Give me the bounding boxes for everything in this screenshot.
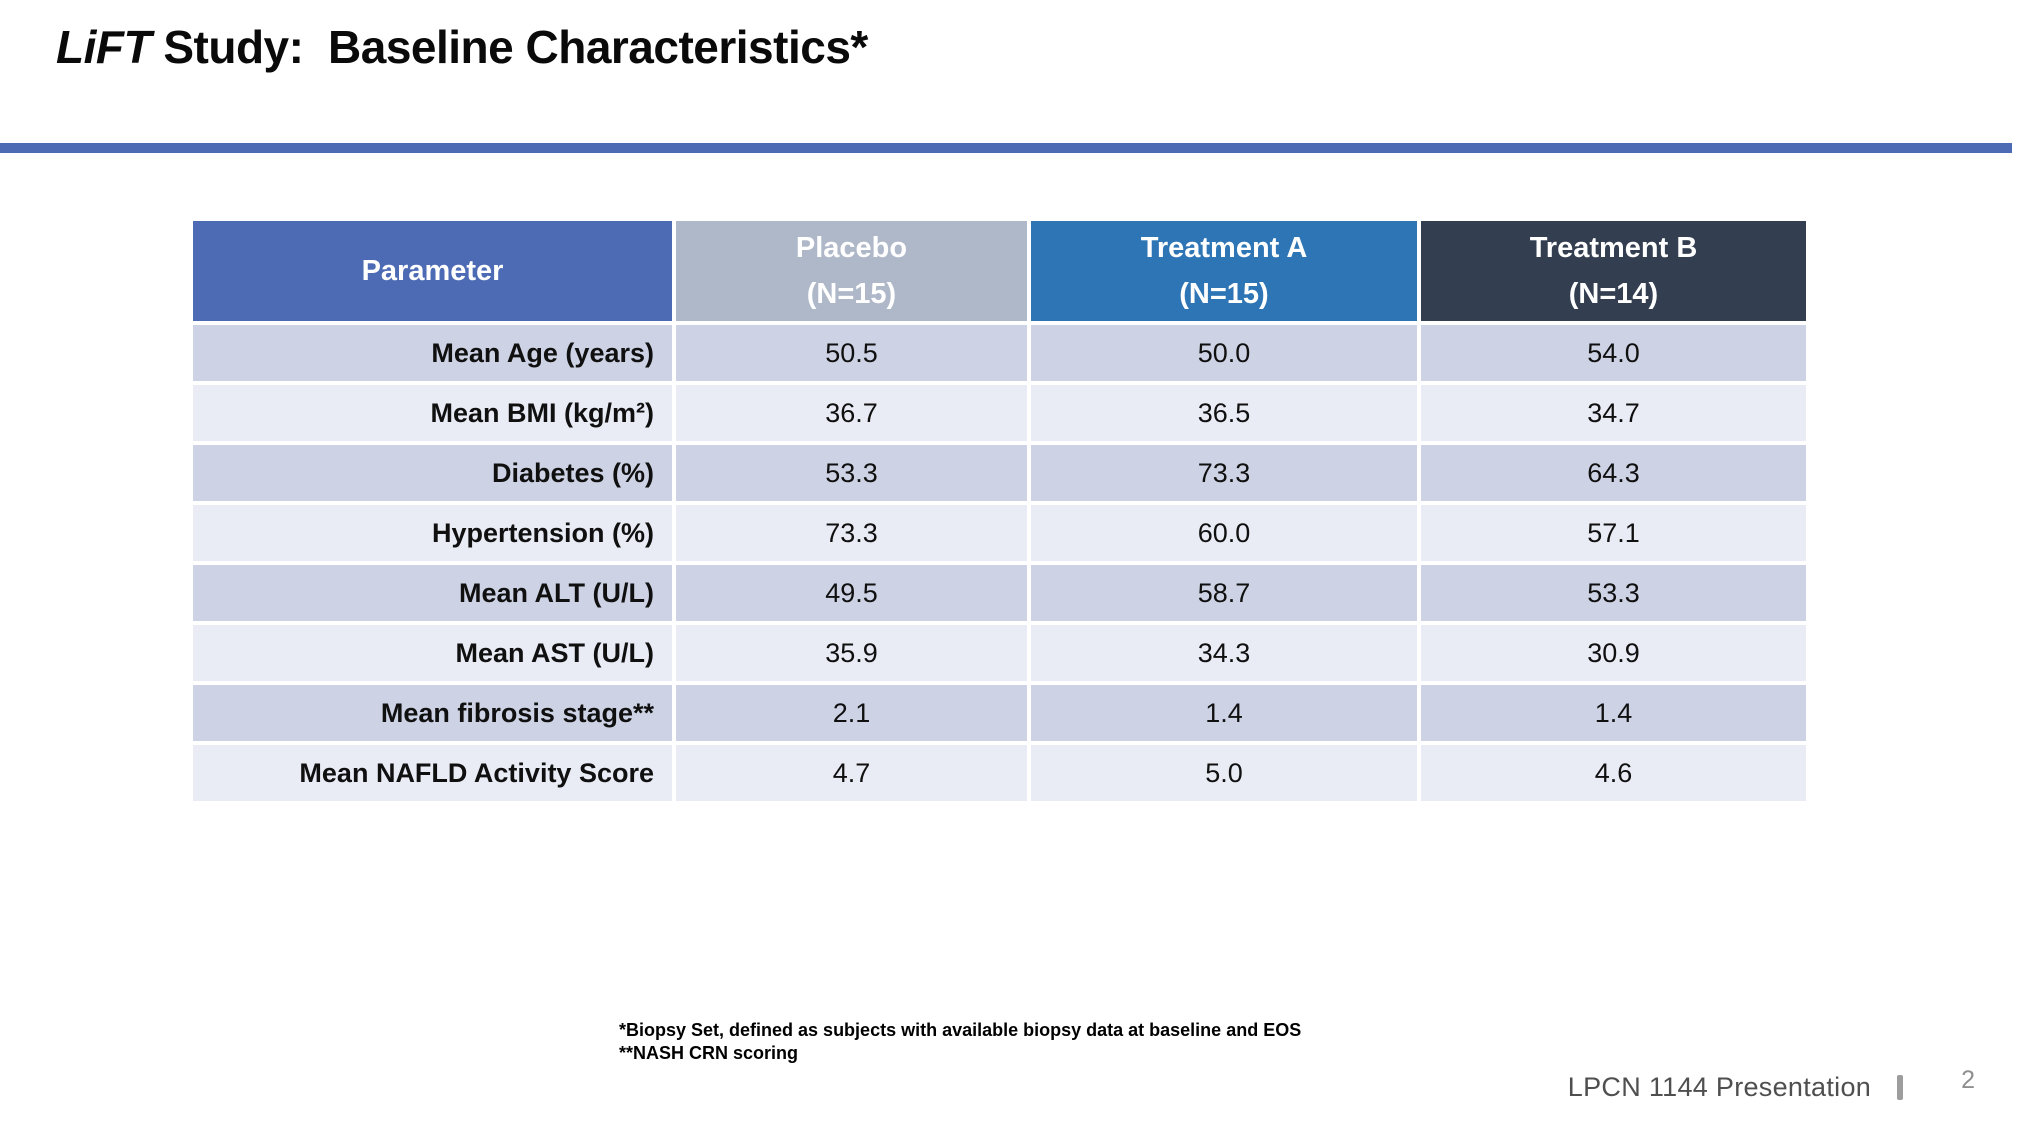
cell-value: 73.3 [1027, 441, 1421, 505]
cell-value: 60.0 [1027, 501, 1421, 565]
column-header-subtitle: (N=15) [806, 278, 897, 310]
cell-value: 1.4 [1417, 681, 1810, 745]
page-title-italic-part: LiFT [56, 21, 152, 73]
column-header-title: Placebo [795, 232, 908, 264]
column-header-subtitle: (N=15) [1179, 278, 1269, 310]
footnote-nash-crn: **NASH CRN scoring [619, 1043, 799, 1063]
cell-value: 64.3 [1417, 441, 1810, 505]
footer: LPCN 1144 Presentation 2 [1567, 1066, 1975, 1103]
cell-value: 34.7 [1417, 381, 1810, 445]
column-header-subtitle: (N=14) [1568, 278, 1659, 310]
column-header-title: Parameter [361, 255, 504, 287]
cell-value: 5.0 [1027, 741, 1421, 805]
table-row: Diabetes (%) 53.3 73.3 64.3 [189, 441, 1810, 505]
page-title-rest: Study: Baseline Characteristics* [151, 21, 868, 73]
cell-value: 2.1 [672, 681, 1031, 745]
cell-value: 58.7 [1027, 561, 1421, 625]
cell-value: 35.9 [672, 621, 1031, 685]
cell-value: 4.6 [1417, 741, 1810, 805]
column-header-treatment-b: Treatment B (N=14) [1417, 217, 1810, 325]
title-accent-rule [0, 143, 2012, 153]
row-parameter-label: Mean fibrosis stage** [189, 681, 676, 745]
table-row: Mean AST (U/L) 35.9 34.3 30.9 [189, 621, 1810, 685]
cell-value: 1.4 [1027, 681, 1421, 745]
row-parameter-label: Mean BMI (kg/m²) [189, 381, 676, 445]
table-header-row: Parameter Placebo (N=15) Treatment A (N=15) T… [189, 217, 1810, 325]
page-title: LiFT Study: Baseline Characteristics* [56, 20, 868, 74]
column-header-title: Treatment B [1529, 232, 1698, 264]
column-header-treatment-a: Treatment A (N=15) [1027, 217, 1421, 325]
footnotes: *Biopsy Set, defined as subjects with av… [619, 1019, 1301, 1065]
cell-value: 57.1 [1417, 501, 1810, 565]
table-row: Mean ALT (U/L) 49.5 58.7 53.3 [189, 561, 1810, 625]
table-row: Mean Age (years) 50.5 50.0 54.0 [189, 321, 1810, 385]
column-header-placebo: Placebo (N=15) [672, 217, 1031, 325]
row-parameter-label: Mean Age (years) [189, 321, 676, 385]
table-row: Mean NAFLD Activity Score 4.7 5.0 4.6 [189, 741, 1810, 805]
row-parameter-label: Hypertension (%) [189, 501, 676, 565]
cell-value: 54.0 [1417, 321, 1810, 385]
cell-value: 36.5 [1027, 381, 1421, 445]
cell-value: 53.3 [672, 441, 1031, 505]
footer-presentation-label: LPCN 1144 Presentation [1567, 1072, 1872, 1102]
footer-separator-bar [1897, 1075, 1904, 1100]
row-parameter-label: Diabetes (%) [189, 441, 676, 505]
cell-value: 53.3 [1417, 561, 1810, 625]
cell-value: 73.3 [672, 501, 1031, 565]
column-header-parameter: Parameter [189, 217, 676, 325]
cell-value: 34.3 [1027, 621, 1421, 685]
cell-value: 30.9 [1417, 621, 1810, 685]
baseline-characteristics-table: Parameter Placebo (N=15) Treatment A (N=15) T… [189, 217, 1810, 805]
table-body: Mean Age (years) 50.5 50.0 54.0 Mean BMI (kg… [189, 321, 1810, 805]
column-header-title: Treatment A [1140, 232, 1308, 264]
cell-value: 36.7 [672, 381, 1031, 445]
row-parameter-label: Mean NAFLD Activity Score [189, 741, 676, 805]
cell-value: 50.5 [672, 321, 1031, 385]
page-number: 2 [1961, 1066, 1975, 1094]
footnote-biopsy-set: *Biopsy Set, defined as subjects with av… [619, 1020, 1302, 1040]
cell-value: 4.7 [672, 741, 1031, 805]
cell-value: 49.5 [672, 561, 1031, 625]
table-row: Mean fibrosis stage** 2.1 1.4 1.4 [189, 681, 1810, 745]
table-row: Hypertension (%) 73.3 60.0 57.1 [189, 501, 1810, 565]
cell-value: 50.0 [1027, 321, 1421, 385]
row-parameter-label: Mean ALT (U/L) [189, 561, 676, 625]
table-row: Mean BMI (kg/m²) 36.7 36.5 34.7 [189, 381, 1810, 445]
row-parameter-label: Mean AST (U/L) [189, 621, 676, 685]
